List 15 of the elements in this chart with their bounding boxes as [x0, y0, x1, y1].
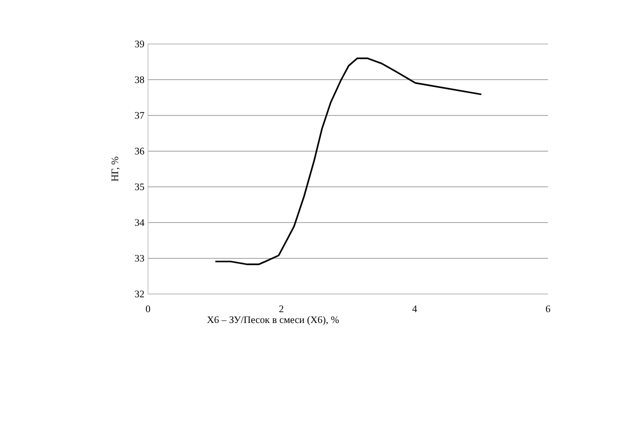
- y-tick-label: 32: [135, 290, 144, 298]
- line-series: [214, 57, 482, 266]
- y-tick-label: 34: [135, 219, 144, 226]
- x-tick-label: 2: [279, 306, 284, 312]
- y-tick-label: 35: [135, 184, 144, 190]
- x-axis-title: X6 – ЗУ/Песок в смеси (X6), %: [207, 316, 339, 326]
- y-tick-label: 38: [135, 76, 144, 84]
- y-tick-label: 36: [135, 148, 144, 154]
- y-tick-label: 33: [135, 254, 144, 262]
- y-tick-label: 39: [135, 40, 144, 48]
- x-tick-label: 6: [546, 306, 550, 312]
- y-axis-title: НГ, %: [112, 156, 120, 182]
- x-tick-label: 0: [146, 306, 150, 312]
- y-tick-label: 37: [135, 112, 144, 119]
- x-tick-label: 4: [412, 306, 418, 312]
